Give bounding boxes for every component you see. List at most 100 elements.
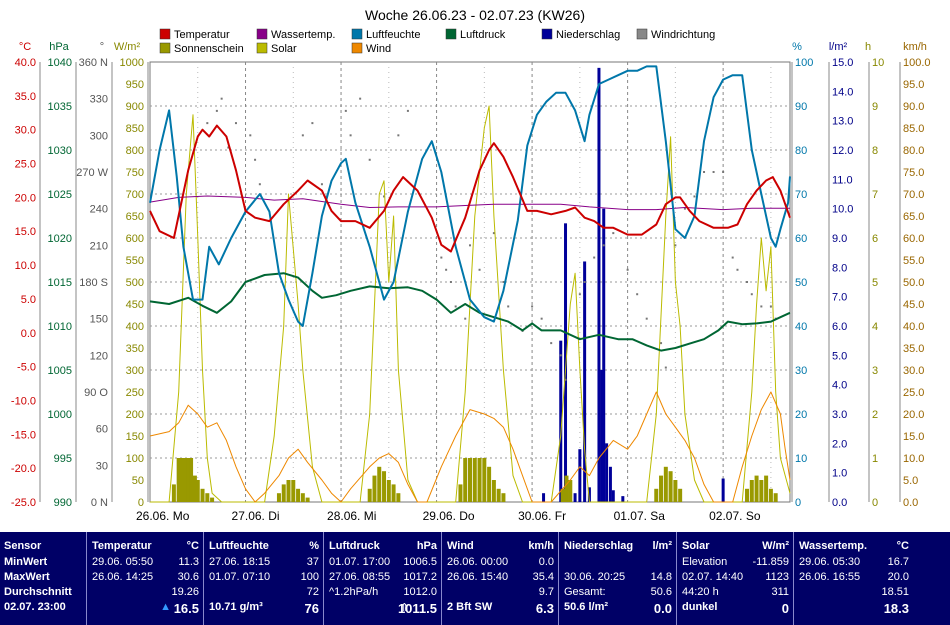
rain-bar — [600, 370, 604, 502]
wind-direction-dot — [478, 268, 481, 271]
rain-bar — [542, 493, 546, 502]
solar-tick-label: 1000 — [120, 57, 144, 69]
wind-direction-dot — [746, 281, 749, 283]
sunshine-bar — [568, 480, 573, 502]
wind-direction-dot — [693, 195, 696, 198]
sunshine-tick-label: 2 — [872, 409, 878, 421]
temperature-tick-label: 35.0 — [15, 91, 36, 103]
stats-row-label: MinWert — [4, 556, 48, 568]
temperature-tick-label: -10.0 — [11, 395, 36, 407]
sunshine-bar — [560, 488, 565, 502]
wind-direction-dot — [234, 122, 237, 125]
rain-tick-label: 10.0 — [832, 204, 853, 216]
stats-row-label: ^1.2hPa/h — [329, 586, 379, 598]
legend-swatch — [541, 28, 553, 40]
direction-tick-label: 150 — [90, 314, 108, 326]
rain-bar — [608, 466, 612, 502]
stats-row-value: 18.51 — [881, 586, 909, 598]
sunshine-bar — [749, 480, 754, 502]
stats-section-unit: °C — [186, 540, 199, 552]
stats-row-label: 27.06. 08:55 — [329, 571, 391, 583]
stats-row-value: 0.0 — [653, 601, 672, 616]
sunshine-tick-label: 10 — [872, 57, 884, 69]
wind-direction-dot — [683, 207, 686, 210]
rain-bar — [602, 208, 606, 502]
x-tick-label: 02.07. So — [709, 509, 761, 523]
stats-row-label: 2 Bft SW — [447, 601, 493, 613]
stats-row-value: 35.4 — [532, 571, 554, 583]
wind-tick-label: 60.0 — [903, 233, 924, 245]
rain-bar — [564, 223, 568, 503]
wind-tick-label: 85.0 — [903, 123, 924, 135]
wind-direction-dot — [220, 97, 223, 100]
temperature-tick-label: -20.0 — [11, 463, 36, 475]
solar-tick-label: 800 — [126, 145, 144, 157]
sunshine-bar — [468, 458, 472, 502]
wind-tick-label: 30.0 — [903, 365, 924, 377]
humidity-tick-label: 10 — [795, 453, 807, 465]
wind-tick-label: 70.0 — [903, 189, 924, 201]
solar-tick-label: 700 — [126, 189, 144, 201]
stats-divider — [86, 532, 87, 625]
wind-direction-dot — [249, 134, 252, 137]
pressure-tick-label: 990 — [54, 497, 72, 509]
trend-icon: ▲ — [160, 601, 171, 613]
rain-bar — [721, 478, 725, 502]
direction-tick-label: 330 — [90, 94, 108, 106]
temperature-axis-unit: °C — [19, 41, 31, 53]
sunshine-bar — [678, 488, 683, 502]
rain-axis-unit: l/m² — [829, 41, 848, 53]
pressure-tick-label: 1015 — [48, 277, 72, 289]
stats-section-title: Wind — [447, 540, 474, 552]
sunshine-bar — [192, 475, 197, 502]
wind-direction-dot — [731, 256, 734, 259]
stats-row-value: 72 — [306, 586, 319, 598]
solar-tick-label: 600 — [126, 233, 144, 245]
wind-direction-dot — [674, 244, 677, 247]
wind-direction-dots — [206, 97, 777, 381]
sunshine-bar — [171, 484, 176, 502]
solar-tick-label: 0 — [138, 497, 144, 509]
legend-label: Sonnenschein — [174, 43, 244, 55]
pressure-tick-label: 1010 — [48, 321, 72, 333]
wind-direction-dot — [722, 171, 725, 173]
temperature-tick-label: 5.0 — [21, 294, 36, 306]
wind-direction-dot — [449, 281, 452, 283]
legend-label: Niederschlag — [556, 29, 620, 41]
wind-direction-dot — [626, 268, 629, 271]
wind-tick-label: 10.0 — [903, 453, 924, 465]
direction-tick-label: 300 — [90, 130, 108, 142]
x-tick-label: 28.06. Mi — [327, 509, 376, 523]
stats-row-value: 14.8 — [650, 571, 672, 583]
direction-tick-label: 30 — [96, 460, 108, 472]
rain-tick-label: 3.0 — [832, 409, 847, 421]
stats-row-label: 01.07. 07:10 — [209, 571, 271, 583]
legend-label: Luftdruck — [460, 29, 506, 41]
sunshine-bar — [276, 493, 281, 502]
wind-tick-label: 20.0 — [903, 409, 924, 421]
rain-tick-label: 6.0 — [832, 321, 847, 333]
wind-direction-dot — [602, 244, 605, 247]
stats-row-label: 50.6 l/m² — [564, 601, 609, 613]
stats-row-label: Durchschnitt — [4, 586, 72, 598]
wind-direction-dot — [445, 268, 448, 271]
humidity-tick-label: 70 — [795, 189, 807, 201]
pressure-tick-label: 1005 — [48, 365, 72, 377]
humidity-tick-label: 60 — [795, 233, 807, 245]
stats-row-value: 19.26 — [171, 586, 199, 598]
sunshine-tick-label: 4 — [872, 321, 878, 333]
legend-swatch — [256, 42, 268, 54]
wind-direction-dot — [368, 158, 371, 161]
stats-divider — [676, 532, 677, 625]
temperatur-line — [149, 124, 791, 253]
wind-tick-label: 45.0 — [903, 299, 924, 311]
wind-direction-dot — [664, 366, 667, 369]
sunshine-bar — [491, 480, 496, 502]
temperature-tick-label: 30.0 — [15, 125, 36, 137]
x-tick-label: 29.06. Do — [423, 509, 475, 523]
wind-tick-label: 40.0 — [903, 321, 924, 333]
pressure-tick-label: 1025 — [48, 189, 72, 201]
wind-direction-dot — [712, 171, 715, 173]
stats-section: Niederschlag l/m² 30.06. 20:25 14.8 Gesamt: 5… — [560, 538, 676, 618]
stats-row-label: 02.07. 23:00 — [4, 601, 66, 613]
